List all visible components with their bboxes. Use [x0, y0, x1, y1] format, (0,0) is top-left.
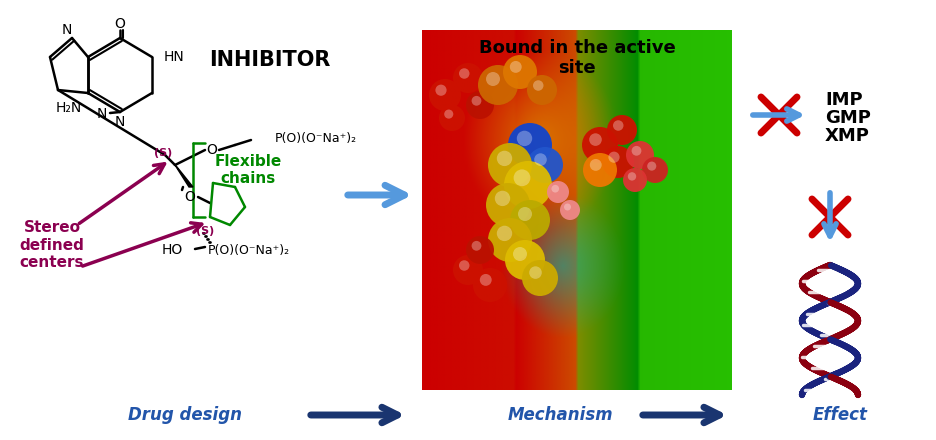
- Polygon shape: [175, 165, 193, 187]
- Circle shape: [589, 133, 601, 146]
- Circle shape: [486, 183, 530, 227]
- Circle shape: [641, 157, 667, 183]
- Circle shape: [612, 120, 622, 131]
- Circle shape: [589, 159, 601, 171]
- Circle shape: [479, 274, 491, 286]
- Circle shape: [582, 153, 616, 187]
- Circle shape: [494, 191, 510, 206]
- Text: HN: HN: [164, 50, 184, 64]
- Circle shape: [503, 55, 536, 89]
- Circle shape: [471, 241, 481, 251]
- Circle shape: [488, 218, 532, 262]
- Circle shape: [435, 84, 446, 96]
- Text: N: N: [96, 107, 107, 121]
- Circle shape: [465, 236, 493, 264]
- Circle shape: [622, 168, 647, 192]
- Circle shape: [631, 146, 641, 156]
- Circle shape: [550, 185, 559, 193]
- Circle shape: [429, 79, 461, 111]
- Circle shape: [533, 80, 543, 91]
- Circle shape: [488, 143, 532, 187]
- Circle shape: [534, 153, 547, 166]
- Circle shape: [526, 147, 563, 183]
- Circle shape: [526, 75, 556, 105]
- Circle shape: [496, 150, 512, 166]
- Text: O: O: [114, 17, 125, 31]
- Circle shape: [647, 161, 655, 171]
- Text: (S): (S): [196, 226, 214, 236]
- Circle shape: [496, 226, 512, 241]
- Circle shape: [509, 61, 521, 73]
- Circle shape: [513, 169, 530, 186]
- Circle shape: [625, 141, 653, 169]
- Circle shape: [452, 255, 482, 285]
- Circle shape: [505, 240, 545, 280]
- Circle shape: [507, 123, 551, 167]
- Text: XMP: XMP: [824, 127, 869, 145]
- Text: N: N: [115, 115, 125, 129]
- Text: Stereo
defined
centers: Stereo defined centers: [20, 220, 84, 270]
- Circle shape: [471, 96, 481, 106]
- Text: INHIBITOR: INHIBITOR: [209, 50, 330, 70]
- Text: Effect: Effect: [812, 406, 867, 424]
- Circle shape: [512, 247, 526, 261]
- Text: HO: HO: [162, 243, 183, 257]
- Circle shape: [518, 207, 532, 221]
- Text: IMP: IMP: [824, 91, 862, 109]
- Circle shape: [547, 181, 568, 203]
- Circle shape: [563, 203, 570, 210]
- Circle shape: [473, 268, 506, 302]
- Text: GMP: GMP: [824, 109, 870, 127]
- Circle shape: [560, 200, 579, 220]
- Circle shape: [581, 127, 618, 163]
- Text: Flexible
chains: Flexible chains: [214, 154, 282, 186]
- Circle shape: [607, 152, 619, 163]
- Circle shape: [627, 172, 636, 180]
- Circle shape: [504, 161, 551, 209]
- Circle shape: [517, 131, 532, 146]
- Circle shape: [521, 260, 558, 296]
- Circle shape: [601, 146, 634, 178]
- Circle shape: [465, 91, 493, 119]
- Circle shape: [459, 68, 469, 79]
- Text: Mechanism: Mechanism: [506, 406, 612, 424]
- Circle shape: [529, 266, 541, 279]
- Text: H₂N: H₂N: [55, 101, 82, 115]
- Text: P(O)(O⁻Na⁺)₂: P(O)(O⁻Na⁺)₂: [274, 132, 357, 144]
- Text: Drug design: Drug design: [128, 406, 241, 424]
- Circle shape: [477, 65, 518, 105]
- Text: O: O: [184, 190, 196, 204]
- Text: Bound in the active
site: Bound in the active site: [478, 39, 675, 77]
- Circle shape: [439, 105, 464, 131]
- Circle shape: [607, 115, 636, 145]
- Circle shape: [452, 63, 482, 93]
- Circle shape: [459, 260, 469, 271]
- Text: P(O)(O⁻Na⁺)₂: P(O)(O⁻Na⁺)₂: [208, 243, 289, 257]
- Circle shape: [509, 200, 549, 240]
- Text: (S): (S): [154, 148, 172, 158]
- Text: O: O: [206, 143, 217, 157]
- Text: N: N: [62, 23, 72, 37]
- Circle shape: [486, 72, 500, 86]
- Circle shape: [444, 110, 453, 119]
